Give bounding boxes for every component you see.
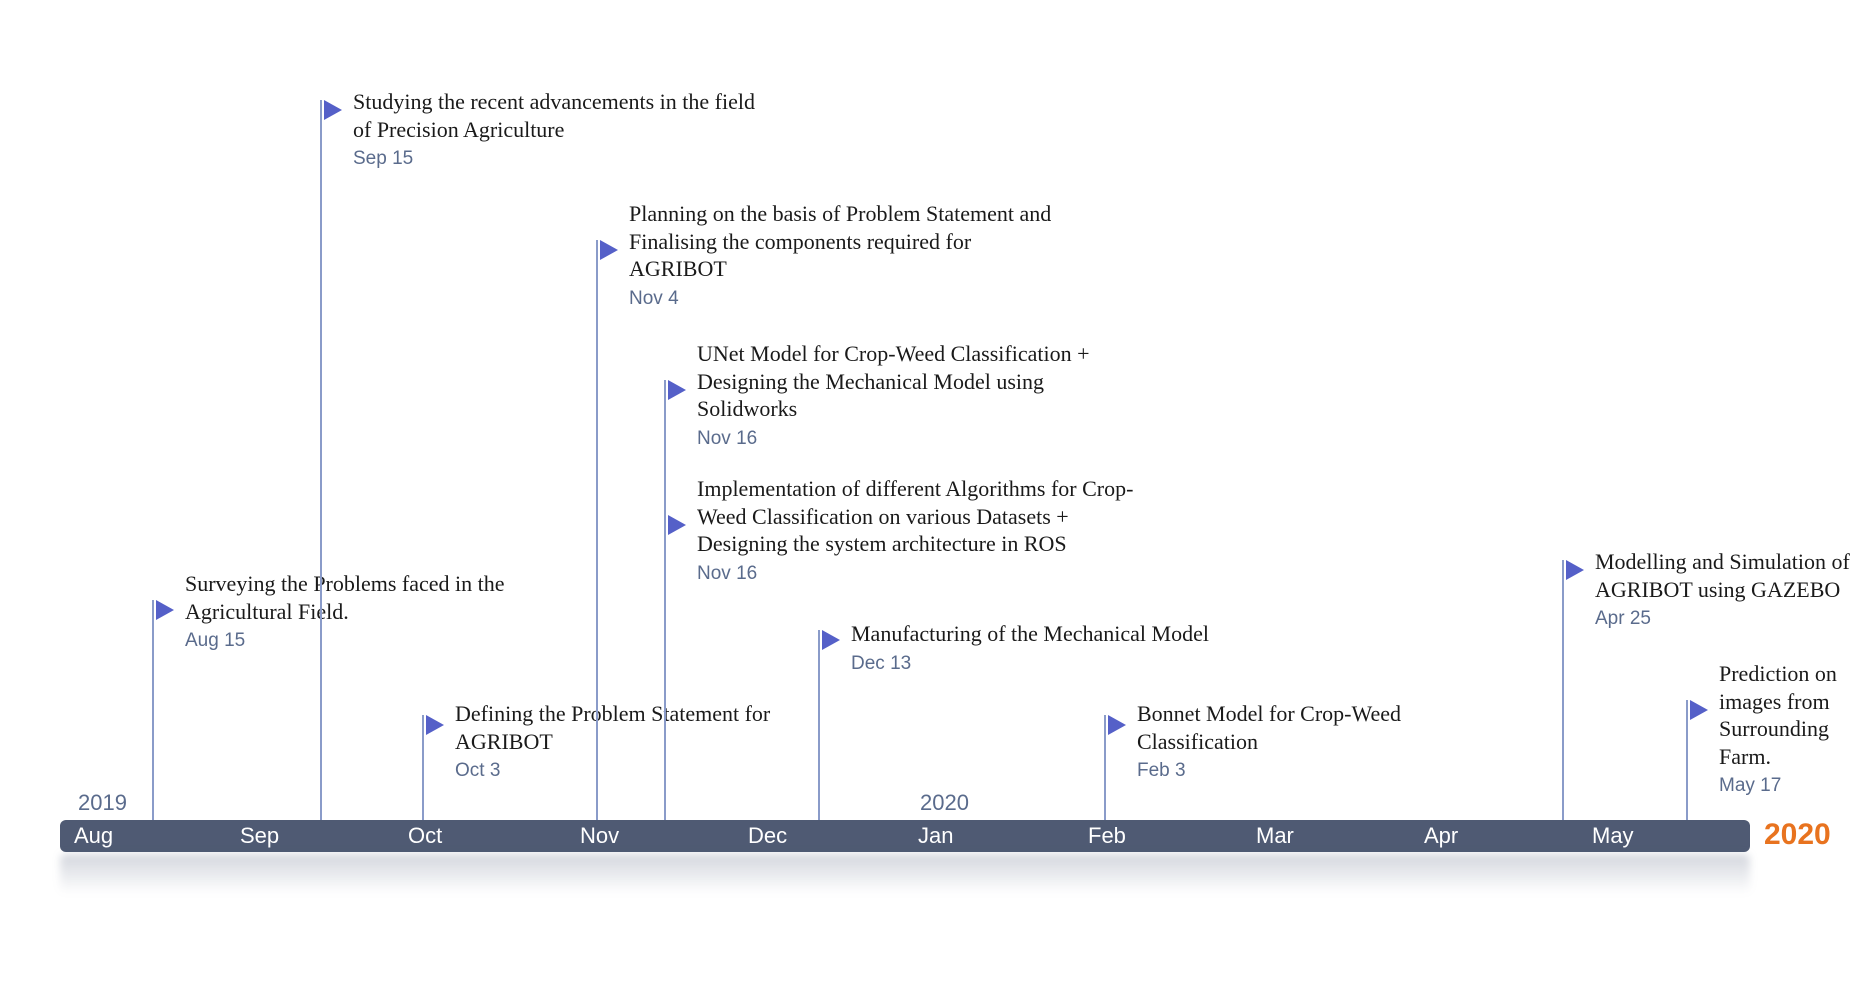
milestone-text: Surveying the Problems faced in the Agri… — [185, 570, 565, 653]
flag-icon — [156, 600, 174, 620]
year-above-2019: 2019 — [78, 790, 127, 816]
month-label: Oct — [408, 823, 442, 849]
flag-icon — [426, 715, 444, 735]
flag-icon — [822, 630, 840, 650]
flag-icon — [1566, 560, 1584, 580]
milestone-title: Studying the recent advancements in the … — [353, 88, 773, 143]
milestone-title: Prediction on images from Surrounding Fa… — [1719, 660, 1858, 770]
milestone-date: Nov 16 — [697, 562, 1147, 586]
month-label: Aug — [74, 823, 113, 849]
milestone-title: Planning on the basis of Problem Stateme… — [629, 200, 1059, 283]
milestone — [422, 60, 424, 820]
milestone-text: Studying the recent advancements in the … — [353, 88, 773, 171]
milestone — [664, 60, 666, 820]
milestone — [818, 60, 820, 820]
flag-icon — [1690, 700, 1708, 720]
milestone — [320, 60, 322, 820]
timeline-bar: Aug Sep Oct Nov Dec Jan Feb Mar Apr May — [60, 820, 1750, 852]
month-label: Jan — [918, 823, 953, 849]
month-label: Sep — [240, 823, 279, 849]
milestone — [1104, 60, 1106, 820]
milestone-title: Manufacturing of the Mechanical Model — [851, 620, 1271, 648]
milestone-line — [1686, 700, 1688, 820]
milestone-line — [152, 600, 154, 820]
milestone-text: Bonnet Model for Crop-Weed Classificatio… — [1137, 700, 1487, 783]
milestone-line — [422, 715, 424, 820]
timeline-container: 2019 2020 Aug Sep Oct Nov Dec Jan Feb Mar Apr May… — [60, 60, 1800, 920]
month-label: Apr — [1424, 823, 1458, 849]
milestone-title: UNet Model for Crop-Weed Classification … — [697, 340, 1117, 423]
flag-icon — [324, 100, 342, 120]
milestone-line — [818, 630, 820, 820]
flag-icon — [668, 380, 686, 400]
milestone-line — [1562, 560, 1564, 820]
timeline-shadow — [60, 854, 1750, 894]
milestone-title: Modelling and Simulation of AGRIBOT usin… — [1595, 548, 1858, 603]
milestone-text: Implementation of different Algorithms f… — [697, 475, 1147, 585]
milestone-date: Sep 15 — [353, 147, 773, 171]
year-end-label: 2020 — [1764, 818, 1831, 852]
milestone-title: Defining the Problem Statement for AGRIB… — [455, 700, 855, 755]
flag-icon — [1108, 715, 1126, 735]
milestone-text: Prediction on images from Surrounding Fa… — [1719, 660, 1858, 798]
milestone-line — [1104, 715, 1106, 820]
milestone-text: Modelling and Simulation of AGRIBOT usin… — [1595, 548, 1858, 631]
month-label: Feb — [1088, 823, 1126, 849]
milestone-date: Feb 3 — [1137, 759, 1487, 783]
milestone-title: Bonnet Model for Crop-Weed Classificatio… — [1137, 700, 1487, 755]
flag-icon — [668, 515, 686, 535]
month-label: Dec — [748, 823, 787, 849]
flag-icon — [600, 240, 618, 260]
milestone-date: Aug 15 — [185, 629, 565, 653]
milestone-title: Surveying the Problems faced in the Agri… — [185, 570, 565, 625]
milestone-date: Oct 3 — [455, 759, 855, 783]
milestone-text: UNet Model for Crop-Weed Classification … — [697, 340, 1117, 450]
milestone — [596, 60, 598, 820]
milestone-date: Nov 4 — [629, 287, 1059, 311]
milestone — [1686, 60, 1688, 820]
month-label: Nov — [580, 823, 619, 849]
milestone-line — [664, 515, 666, 820]
milestone-title: Implementation of different Algorithms f… — [697, 475, 1147, 558]
year-above-2020: 2020 — [920, 790, 969, 816]
milestone-date: Apr 25 — [1595, 607, 1858, 631]
milestone-date: Dec 13 — [851, 652, 1271, 676]
month-label: Mar — [1256, 823, 1294, 849]
milestone-text: Planning on the basis of Problem Stateme… — [629, 200, 1059, 310]
milestone-date: May 17 — [1719, 774, 1858, 798]
milestone — [152, 60, 154, 820]
milestone-date: Nov 16 — [697, 427, 1117, 451]
milestone-text: Manufacturing of the Mechanical Model Dec… — [851, 620, 1271, 675]
milestone-text: Defining the Problem Statement for AGRIB… — [455, 700, 855, 783]
milestone-line — [320, 100, 322, 820]
month-label: May — [1592, 823, 1634, 849]
milestone-line — [596, 240, 598, 820]
milestone — [1562, 60, 1564, 820]
